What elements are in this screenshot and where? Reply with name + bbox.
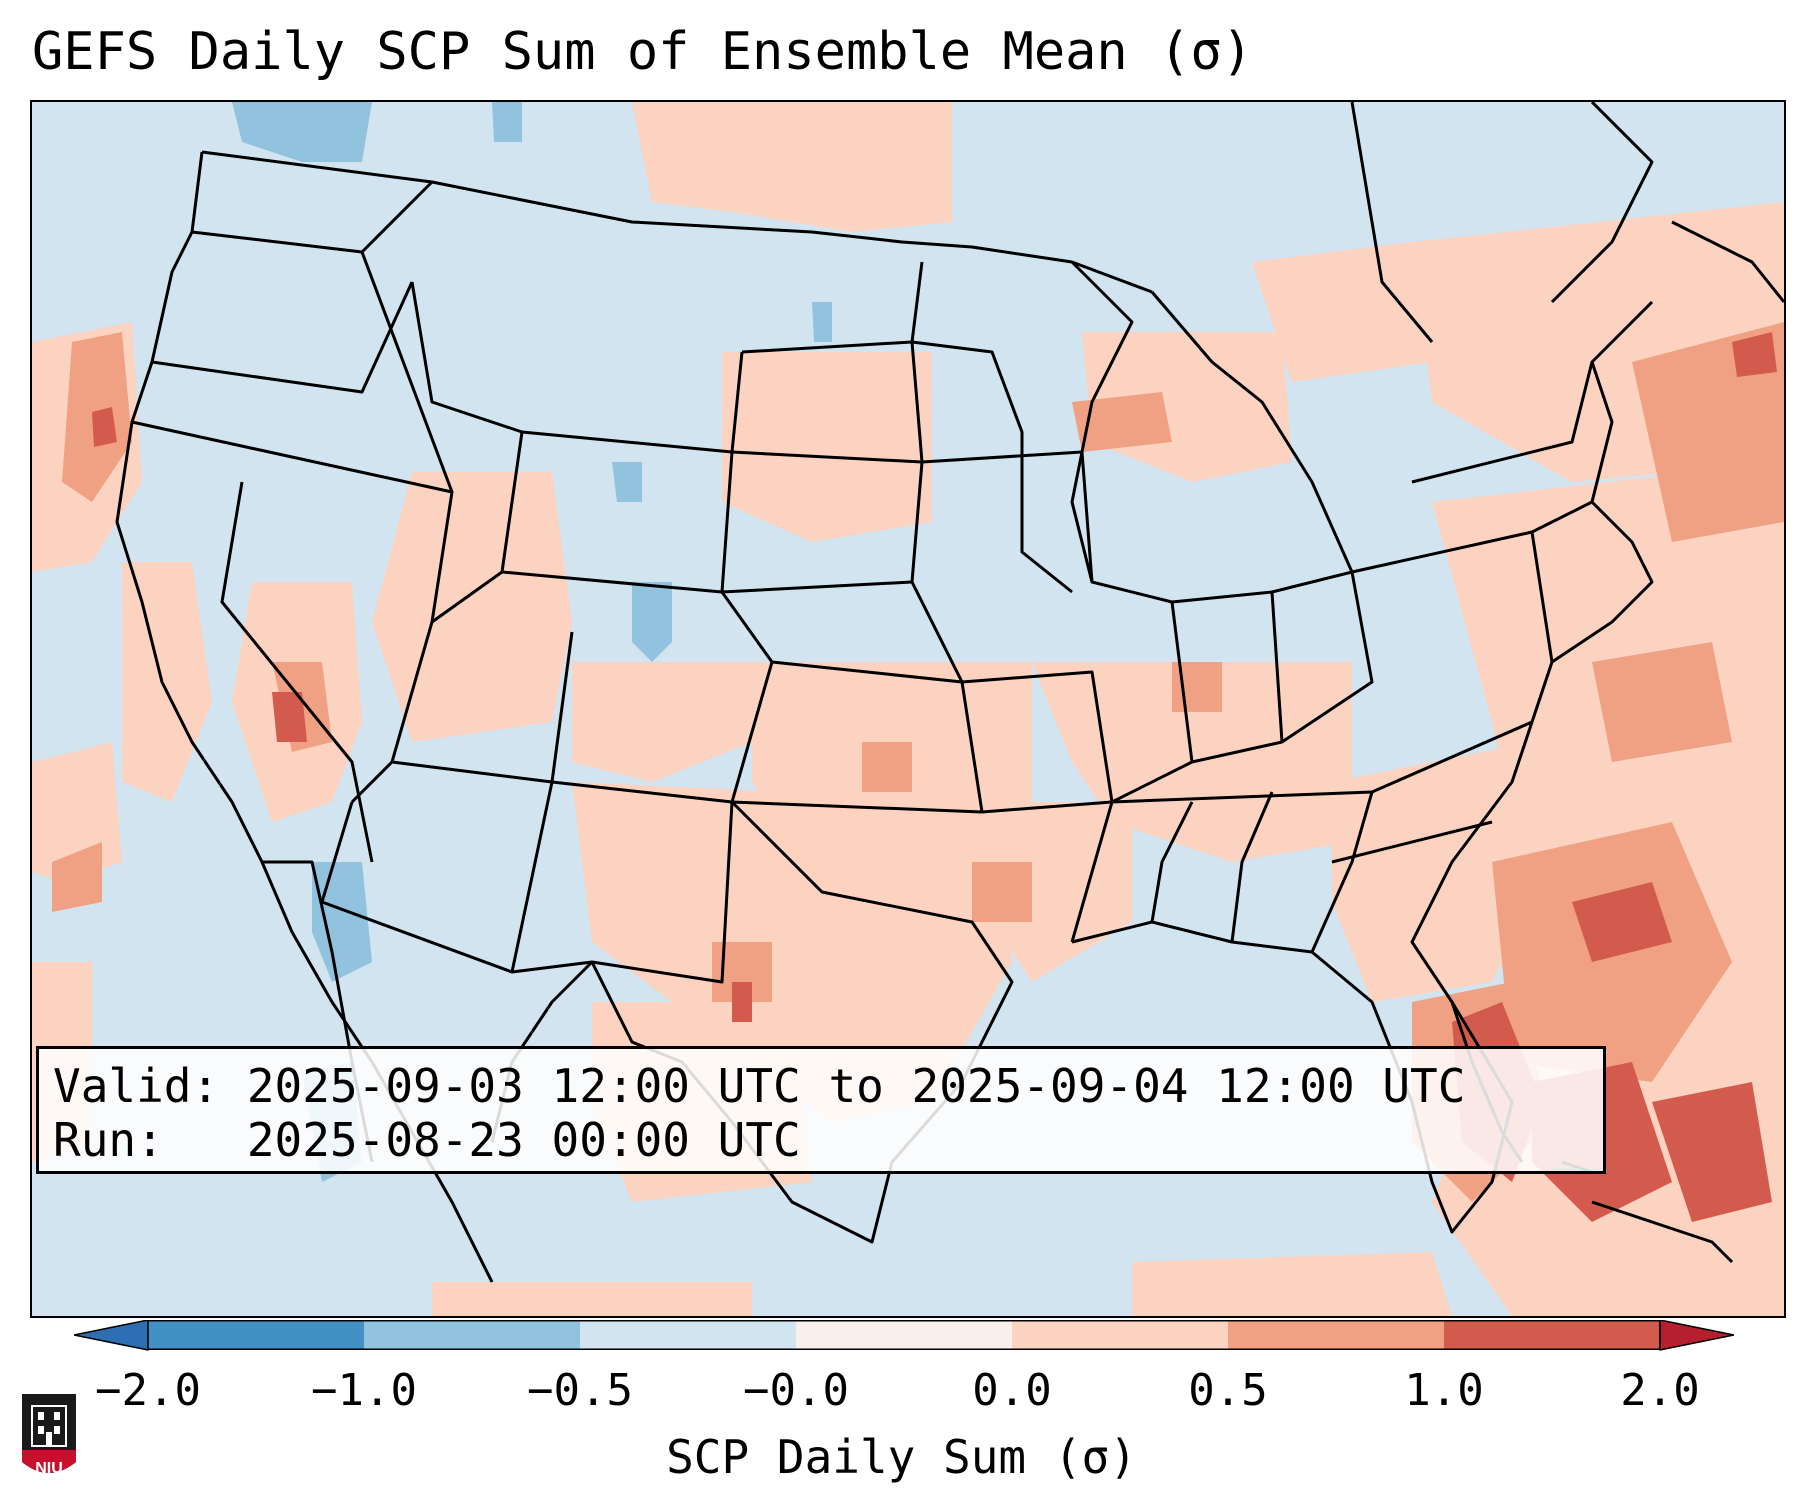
validity-info-box: Valid: 2025-09-03 12:00 UTC to 2025-09-0… [36,1046,1606,1174]
colorbar-over-arrow [1659,1320,1734,1351]
colorbar-tick: 1.0 [1404,1365,1484,1416]
colorbar-tick: −1.0 [311,1365,417,1416]
colorbar-tick: 0.5 [1188,1365,1268,1416]
colorbar-tick: −0.0 [743,1365,849,1416]
colorbar-bin [1228,1320,1444,1350]
niu-logo: NIU [20,1392,78,1484]
colorbar-bin [1012,1320,1228,1350]
colorbar-bin [580,1320,796,1350]
colorbar-bin [148,1320,364,1350]
colorbar-tick: −2.0 [95,1365,201,1416]
colorbar [74,1320,1734,1351]
colorbar-under-arrow [74,1320,149,1351]
run-time-line: Run: 2025-08-23 00:00 UTC [53,1113,801,1167]
colorbar-bin [1444,1320,1660,1350]
niu-logo-icon [22,1394,76,1473]
colorbar-tick: 0.0 [972,1365,1052,1416]
valid-time-line: Valid: 2025-09-03 12:00 UTC to 2025-09-0… [53,1059,1466,1113]
logo-text: NIU [35,1460,63,1477]
colorbar-bin [364,1320,580,1350]
colorbar-bin [796,1320,1012,1350]
map-title: GEFS Daily SCP Sum of Ensemble Mean (σ) [32,22,1253,82]
colorbar-tick: 2.0 [1620,1365,1700,1416]
colorbar-label: SCP Daily Sum (σ) [666,1430,1137,1484]
colorbar-frame [147,1320,1661,1350]
colorbar-tick: −0.5 [527,1365,633,1416]
